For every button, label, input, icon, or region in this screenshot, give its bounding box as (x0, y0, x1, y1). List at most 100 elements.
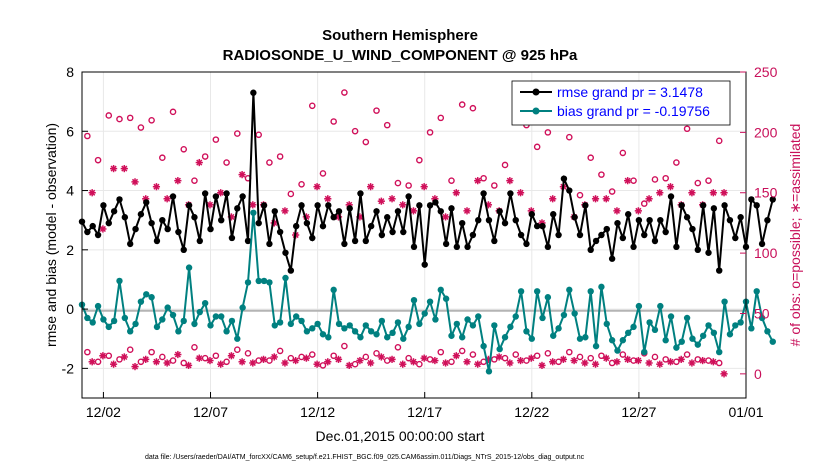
rmse-point (544, 243, 552, 251)
obs-possible-point (437, 348, 445, 356)
obs-assimilated-point (292, 356, 300, 365)
obs-possible-point (180, 145, 188, 153)
obs-assimilated-point (709, 358, 717, 366)
bias-point (533, 288, 541, 295)
rmse-point (201, 190, 209, 197)
obs-possible-point (394, 179, 402, 187)
rmse-point (453, 243, 461, 251)
bias-point (539, 314, 546, 322)
rmse-point (373, 208, 380, 215)
series-lines (78, 89, 776, 375)
rmse-point (126, 240, 134, 248)
obs-assimilated-point (506, 177, 514, 185)
bias-point (694, 341, 702, 348)
bias-point (271, 322, 278, 329)
rmse-point (234, 205, 241, 212)
rmse-point (448, 205, 455, 212)
obs-assimilated-point (356, 356, 364, 365)
obs-assimilated-point (345, 361, 353, 369)
rmse-point (271, 208, 278, 215)
x-tick-label: 12/27 (621, 404, 656, 420)
bias-point (598, 283, 605, 291)
rmse-point (148, 219, 155, 227)
rmse-point (491, 237, 498, 245)
bias-point (164, 304, 171, 311)
obs-possible-point (383, 121, 391, 129)
bias-point (351, 328, 359, 335)
bias-point (587, 288, 594, 295)
obs-possible-point (244, 350, 252, 357)
rmse-point (191, 214, 198, 221)
bias-point (485, 368, 493, 375)
bias-point (646, 319, 653, 326)
obs-assimilated-point (324, 195, 332, 203)
rmse-point (678, 202, 685, 209)
rmse-point (480, 190, 487, 197)
rmse-point (159, 216, 166, 224)
bias-point (614, 347, 621, 354)
obs-assimilated-point (109, 164, 118, 173)
rmse-point (335, 208, 343, 215)
bias-point (394, 319, 402, 326)
rmse-point (105, 219, 112, 227)
rmse-point (662, 228, 669, 236)
obs-assimilated-point (142, 355, 150, 363)
obs-possible-point (233, 346, 241, 354)
obs-possible-point (351, 127, 359, 135)
bias-point (276, 319, 284, 326)
obs-assimilated-point (163, 359, 171, 367)
obs-assimilated-point (281, 359, 289, 367)
rmse-point (384, 214, 391, 221)
bias-point (764, 328, 771, 335)
bias-point (405, 323, 412, 331)
obs-assimilated-point (613, 207, 621, 215)
bias-point (207, 322, 214, 329)
bias-point (657, 302, 664, 310)
obs-assimilated-point (163, 195, 171, 203)
obs-possible-point (673, 159, 680, 166)
obs-possible-point (694, 179, 702, 187)
obs-assimilated-point (206, 356, 214, 365)
obs-possible-point (276, 347, 284, 355)
rmse-point (694, 246, 702, 254)
obs-possible-point (137, 124, 145, 131)
x-tick-label: 01/01 (728, 404, 763, 420)
obs-possible-point (587, 354, 595, 362)
bias-point (255, 277, 262, 285)
bias-point (491, 322, 498, 329)
obs-assimilated-point (699, 356, 707, 365)
obs-possible-point (426, 129, 434, 136)
obs-possible-point (437, 114, 445, 122)
obs-assimilated-point (613, 358, 621, 366)
obs-possible-point (448, 177, 455, 184)
rmse-point (619, 234, 627, 242)
obs-possible-point (373, 350, 380, 357)
rmse-point (282, 249, 289, 256)
obs-possible-point (544, 350, 552, 357)
obs-possible-point (598, 171, 605, 178)
obs-possible-point (341, 89, 348, 96)
bias-point (426, 298, 434, 305)
obs-possible-point (651, 176, 659, 183)
obs-assimilated-point (88, 189, 96, 197)
obs-assimilated-point (720, 370, 728, 378)
rmse-point (341, 240, 348, 248)
bias-point (287, 320, 295, 328)
obs-possible-point (126, 114, 134, 122)
bias-point (105, 323, 112, 331)
x-tick-label: 12/07 (193, 404, 228, 420)
obs-possible-point (416, 156, 423, 164)
obs-possible-point (169, 108, 177, 116)
obs-possible-point (233, 130, 241, 137)
rmse-point (566, 187, 573, 194)
obs-assimilated-point (591, 195, 600, 203)
rmse-point (110, 208, 118, 215)
obs-assimilated-point (120, 353, 128, 361)
obs-assimilated-point (152, 183, 161, 191)
rmse-point (121, 214, 129, 221)
rmse-point (100, 202, 107, 209)
rmse-point (143, 199, 150, 206)
rmse-point (185, 202, 193, 209)
bias-point (732, 322, 739, 329)
rmse-point (517, 231, 525, 239)
